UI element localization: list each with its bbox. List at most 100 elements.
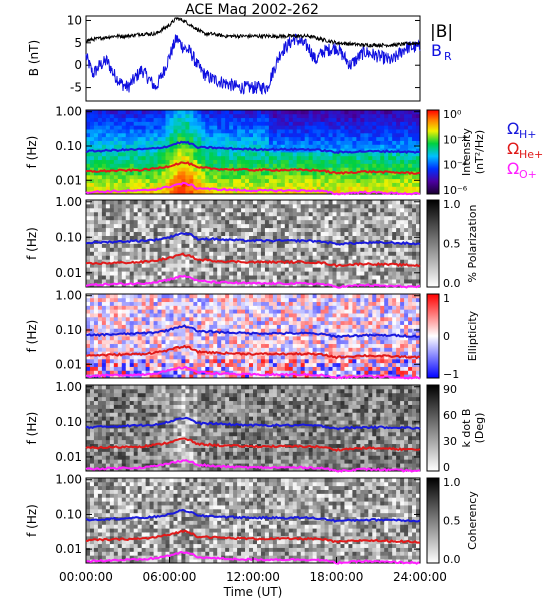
spectrogram-cell: [237, 212, 241, 216]
spectrogram-cell: [102, 255, 106, 259]
spectrogram-cell: [209, 359, 213, 363]
spectrogram-cell: [177, 271, 181, 275]
spectrogram-cell: [110, 144, 114, 148]
spectrogram-cell: [368, 156, 372, 160]
spectrogram-cell: [333, 247, 337, 251]
spectrogram-cell: [289, 298, 293, 302]
spectrogram-cell: [106, 118, 110, 122]
spectrogram-cell: [337, 114, 341, 118]
spectrogram-cell: [233, 232, 237, 236]
spectrogram-cell: [114, 244, 118, 248]
spectrogram-cell: [277, 267, 281, 271]
spectrogram-cell: [102, 344, 106, 348]
spectrogram-cell: [154, 313, 158, 317]
spectrogram-cell: [126, 336, 130, 340]
spectrogram-cell: [412, 163, 416, 167]
spectrogram-cell: [253, 344, 257, 348]
spectrogram-cell: [261, 347, 265, 351]
spectrogram-cell: [162, 171, 166, 175]
spectrogram-cell: [392, 275, 396, 279]
spectrogram-cell: [110, 163, 114, 167]
spectrogram-cell: [122, 328, 126, 332]
spectrogram-cell: [384, 137, 388, 141]
spectrogram-cell: [380, 224, 384, 228]
spectrogram-cell: [273, 125, 277, 129]
spectrogram-cell: [150, 129, 154, 133]
spectrogram-cell: [102, 321, 106, 325]
spectrogram-cell: [134, 137, 138, 141]
spectrogram-cell: [130, 141, 134, 145]
spectrogram-cell: [313, 255, 317, 259]
spectrogram-cell: [193, 179, 197, 183]
spectrogram-cell: [173, 263, 177, 267]
spectrogram-cell: [269, 313, 273, 317]
spectrogram-cell: [289, 336, 293, 340]
spectrogram-cell: [177, 309, 181, 313]
spectrogram-cell: [229, 137, 233, 141]
spectrogram-cell: [269, 118, 273, 122]
spectrogram-cell: [130, 294, 134, 298]
spectrogram-cell: [348, 224, 352, 228]
spectrogram-cell: [221, 321, 225, 325]
spectrogram-cell: [273, 152, 277, 156]
spectrogram-cell: [396, 224, 400, 228]
spectrogram-cell: [241, 228, 245, 232]
spectrogram-cell: [412, 208, 416, 212]
spectrogram-cell: [90, 321, 94, 325]
spectrogram-cell: [384, 255, 388, 259]
spectrogram-cell: [257, 232, 261, 236]
spectrogram-cell: [142, 340, 146, 344]
spectrogram-cell: [209, 110, 213, 114]
spectrogram-cell: [197, 336, 201, 340]
spectrogram-cell: [110, 313, 114, 317]
spectrogram-cell: [380, 133, 384, 137]
spectrogram-cell: [213, 251, 217, 255]
spectrogram-cell: [309, 208, 313, 212]
spectrogram-cell: [265, 355, 269, 359]
spectrogram-cell: [293, 137, 297, 141]
spectrogram-cell: [285, 309, 289, 313]
spectrogram-cell: [253, 121, 257, 125]
spectrogram-cell: [150, 118, 154, 122]
spectrogram-cell: [229, 340, 233, 344]
spectrogram-cell: [197, 121, 201, 125]
spectrogram-cell: [317, 163, 321, 167]
spectrogram-cell: [102, 244, 106, 248]
spectrogram-cell: [289, 359, 293, 363]
spectrogram-cell: [388, 244, 392, 248]
spectrogram-cell: [209, 224, 213, 228]
spectrogram-cell: [237, 141, 241, 145]
spectrogram-cell: [277, 232, 281, 236]
spectrogram-cell: [193, 160, 197, 164]
spectrogram-cell: [325, 271, 329, 275]
spectrogram-cell: [384, 232, 388, 236]
spectrogram-cell: [376, 118, 380, 122]
spectrogram-cell: [170, 167, 174, 171]
spectrogram-cell: [245, 236, 249, 240]
spectrogram-cell: [134, 110, 138, 114]
spectrogram-cell: [396, 208, 400, 212]
spectrogram-cell: [162, 340, 166, 344]
spectrogram-cell: [197, 125, 201, 129]
spectrogram-cell: [261, 271, 265, 275]
spectrogram-cell: [384, 204, 388, 208]
spectrogram-cell: [289, 204, 293, 208]
spectrogram-cell: [114, 309, 118, 313]
spectrogram-cell: [233, 204, 237, 208]
spectrogram-cell: [237, 321, 241, 325]
spectrogram-cell: [388, 129, 392, 133]
spectrogram-cell: [181, 313, 185, 317]
spectrogram-cell: [384, 216, 388, 220]
spectrogram-cell: [138, 302, 142, 306]
spectrogram-cell: [181, 144, 185, 148]
spectrogram-cell: [122, 313, 126, 317]
spectrogram-cell: [138, 305, 142, 309]
spectrogram-cell: [265, 208, 269, 212]
spectrogram-cell: [297, 247, 301, 251]
spectrogram-cell: [404, 259, 408, 263]
spectrogram-cell: [217, 275, 221, 279]
spectrogram-cell: [114, 263, 118, 267]
spectrogram-cell: [348, 133, 352, 137]
spectrogram-cell: [162, 133, 166, 137]
spectrogram-cell: [217, 200, 221, 204]
